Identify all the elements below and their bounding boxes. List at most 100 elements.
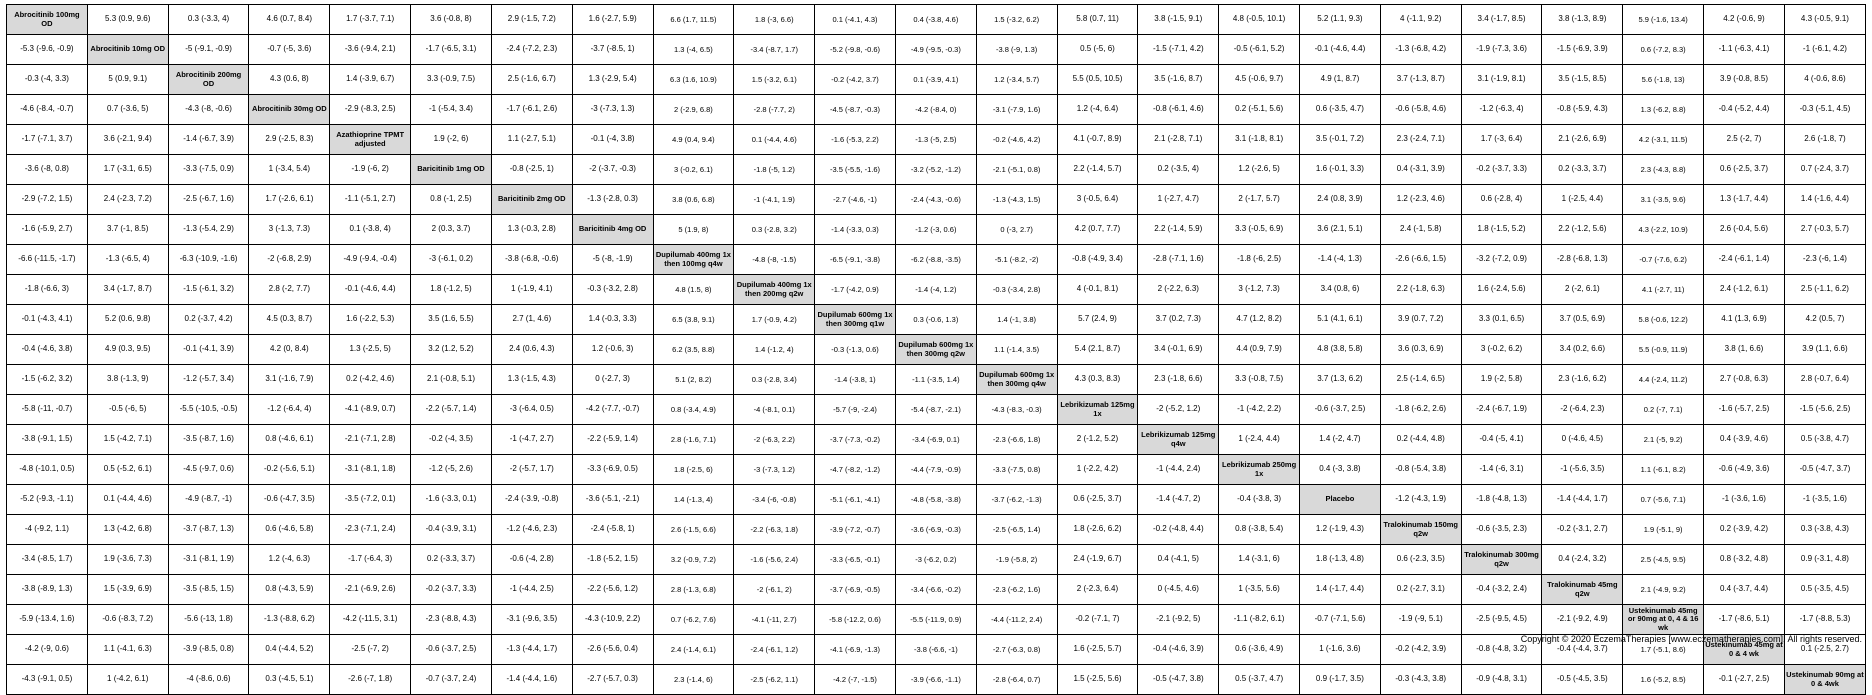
effect-cell: 1 (-1.6, 3.6) xyxy=(1300,635,1381,665)
effect-cell: -1.7 (-7.1, 3.7) xyxy=(7,125,88,155)
effect-cell: 2.1 (-2.8, 7.1) xyxy=(1138,125,1219,155)
effect-cell: -3 (-6.4, 0.5) xyxy=(491,395,572,425)
effect-cell: 4 (-1.1, 9.2) xyxy=(1380,5,1461,35)
effect-cell: -5.1 (-6.1, -4.1) xyxy=(815,485,896,515)
effect-cell: 0.7 (-6.2, 7.6) xyxy=(653,605,734,635)
effect-cell: -1.5 (-6.9, 3.9) xyxy=(1542,35,1623,65)
treatment-label: Lebrikizumab 250mg 1x xyxy=(1219,455,1300,485)
effect-cell: -3.5 (-5.5, -1.6) xyxy=(815,155,896,185)
effect-cell: -0.8 (-6.1, 4.6) xyxy=(1138,95,1219,125)
effect-cell: -4.3 (-9.1, 0.5) xyxy=(7,665,88,695)
effect-cell: 0.2 (-7, 7.1) xyxy=(1623,395,1704,425)
effect-cell: -5 (-8, -1.9) xyxy=(572,245,653,275)
effect-cell: -2 (-5.2, 1.2) xyxy=(1138,395,1219,425)
effect-cell: 3.8 (0.6, 6.8) xyxy=(653,185,734,215)
effect-cell: 2.2 (-1.4, 5.7) xyxy=(1057,155,1138,185)
effect-cell: -2.3 (-6.2, 1.6) xyxy=(976,575,1057,605)
effect-cell: -0.2 (-4, 3.5) xyxy=(411,425,492,455)
effect-cell: 1.4 (-1.3, 4) xyxy=(653,485,734,515)
effect-cell: 2.4 (0.8, 3.9) xyxy=(1300,185,1381,215)
effect-cell: 1.7 (-2.6, 6.1) xyxy=(249,185,330,215)
effect-cell: 3 (-1.3, 7.3) xyxy=(249,215,330,245)
effect-cell: -3.3 (-7.5, 0.9) xyxy=(168,155,249,185)
effect-cell: -1.7 (-6.1, 2.6) xyxy=(491,95,572,125)
effect-cell: 1.5 (-2.5, 5.6) xyxy=(1057,665,1138,695)
effect-cell: 3.4 (0.2, 6.6) xyxy=(1542,335,1623,365)
effect-cell: -1.2 (-4.6, 2.3) xyxy=(491,515,572,545)
effect-cell: 1.5 (-3.2, 6.1) xyxy=(734,65,815,95)
effect-cell: -2.8 (-7.7, 2) xyxy=(734,95,815,125)
effect-cell: 2.1 (-5, 9.2) xyxy=(1623,425,1704,455)
effect-cell: -0.3 (-1.3, 0.6) xyxy=(815,335,896,365)
effect-cell: -0.7 (-7.6, 6.2) xyxy=(1623,245,1704,275)
effect-cell: 1.6 (-0.1, 3.3) xyxy=(1300,155,1381,185)
effect-cell: 0.8 (-4.6, 6.1) xyxy=(249,425,330,455)
effect-cell: 1.7 (-3, 6.4) xyxy=(1461,125,1542,155)
effect-cell: 5.2 (1.1, 9.3) xyxy=(1300,5,1381,35)
effect-cell: -3.1 (-7.9, 1.6) xyxy=(976,95,1057,125)
effect-cell: 3.3 (0.1, 6.5) xyxy=(1461,305,1542,335)
effect-cell: -0.3 (-4.3, 3.8) xyxy=(1380,665,1461,695)
effect-cell: -4.2 (-9, 0.6) xyxy=(7,635,88,665)
effect-cell: 2.7 (-0.3, 5.7) xyxy=(1784,215,1865,245)
effect-cell: 2 (-1.2, 5.2) xyxy=(1057,425,1138,455)
effect-cell: -3.4 (-6.9, 0.1) xyxy=(895,425,976,455)
effect-cell: -1.4 (-4, 1.3) xyxy=(1300,245,1381,275)
effect-cell: -4.5 (-8.7, -0.3) xyxy=(815,95,896,125)
effect-cell: 0.6 (-3.5, 4.7) xyxy=(1300,95,1381,125)
effect-cell: -6.2 (-8.8, -3.5) xyxy=(895,245,976,275)
effect-cell: 2 (-2.2, 6.3) xyxy=(1138,275,1219,305)
effect-cell: -1.8 (-4.8, 1.3) xyxy=(1461,485,1542,515)
effect-cell: -1 (-4.4, 2.5) xyxy=(491,575,572,605)
effect-cell: 0.2 (-3.3, 3.7) xyxy=(1542,155,1623,185)
effect-cell: -2.7 (-6.3, 0.8) xyxy=(976,635,1057,665)
effect-cell: -0.1 (-2.7, 2.5) xyxy=(1704,665,1785,695)
effect-cell: -2.4 (-6.7, 1.9) xyxy=(1461,395,1542,425)
effect-cell: -0.9 (-4.8, 3.1) xyxy=(1461,665,1542,695)
effect-cell: -3 (-7.3, 1.2) xyxy=(734,455,815,485)
effect-cell: 0.4 (-3.9, 4.6) xyxy=(1704,425,1785,455)
effect-cell: 2.4 (-2.3, 7.2) xyxy=(87,185,168,215)
effect-cell: -1.4 (-6, 3.1) xyxy=(1461,455,1542,485)
effect-cell: -4.4 (-7.9, -0.9) xyxy=(895,455,976,485)
effect-cell: 1.7 (-3.7, 7.1) xyxy=(330,5,411,35)
effect-cell: -5.6 (-13, 1.8) xyxy=(168,605,249,635)
effect-cell: -2.5 (-6.5, 1.4) xyxy=(976,515,1057,545)
effect-cell: 4.9 (1, 8.7) xyxy=(1300,65,1381,95)
effect-cell: 0.1 (-4.4, 4.6) xyxy=(87,485,168,515)
effect-cell: 1.6 (-2.7, 5.9) xyxy=(572,5,653,35)
effect-cell: 1.2 (-4, 6.3) xyxy=(249,545,330,575)
effect-cell: -2.4 (-4.3, -0.6) xyxy=(895,185,976,215)
effect-cell: -0.3 (-3.2, 2.8) xyxy=(572,275,653,305)
effect-cell: -3.4 (-8.7, 1.7) xyxy=(734,35,815,65)
effect-cell: -2.6 (-5.6, 0.4) xyxy=(572,635,653,665)
effect-cell: 2.8 (-1.6, 7.1) xyxy=(653,425,734,455)
effect-cell: 4.1 (1.3, 6.9) xyxy=(1704,305,1785,335)
effect-cell: -4.1 (-8.9, 0.7) xyxy=(330,395,411,425)
effect-cell: 5.8 (0.7, 11) xyxy=(1057,5,1138,35)
effect-cell: 1 (-3.4, 5.4) xyxy=(249,155,330,185)
effect-cell: -1.6 (-3.3, 0.1) xyxy=(411,485,492,515)
treatment-label: Lebrikizumab 125mg 1x xyxy=(1057,395,1138,425)
effect-cell: -3.5 (-8.7, 1.6) xyxy=(168,425,249,455)
effect-cell: -1.7 (-4.2, 0.9) xyxy=(815,275,896,305)
effect-cell: -5.1 (-8.2, -2) xyxy=(976,245,1057,275)
effect-cell: 5.6 (-1.8, 13) xyxy=(1623,65,1704,95)
effect-cell: -0.5 (-4.7, 3.7) xyxy=(1784,455,1865,485)
effect-cell: 1 (-2.2, 4.2) xyxy=(1057,455,1138,485)
effect-cell: 4.8 (-0.5, 10.1) xyxy=(1219,5,1300,35)
effect-cell: 0.8 (-3.8, 5.4) xyxy=(1219,515,1300,545)
effect-cell: -1.5 (-6.1, 3.2) xyxy=(168,275,249,305)
effect-cell: 4.4 (0.9, 7.9) xyxy=(1219,335,1300,365)
effect-cell: 3.9 (0.7, 7.2) xyxy=(1380,305,1461,335)
effect-cell: 5.1 (2, 8.2) xyxy=(653,365,734,395)
effect-cell: -0.8 (-5.9, 4.3) xyxy=(1542,95,1623,125)
effect-cell: 3.6 (-2.1, 9.4) xyxy=(87,125,168,155)
effect-cell: -1.6 (-5.7, 2.5) xyxy=(1704,395,1785,425)
effect-cell: 1.3 (-1.7, 4.4) xyxy=(1704,185,1785,215)
effect-cell: -1.4 (-3.3, 0.3) xyxy=(815,215,896,245)
effect-cell: -3.8 (-9, 1.3) xyxy=(976,35,1057,65)
effect-cell: -3.2 (-7.2, 0.9) xyxy=(1461,245,1542,275)
effect-cell: 4.9 (0.3, 9.5) xyxy=(87,335,168,365)
treatment-label: Baricitinib 1mg OD xyxy=(411,155,492,185)
